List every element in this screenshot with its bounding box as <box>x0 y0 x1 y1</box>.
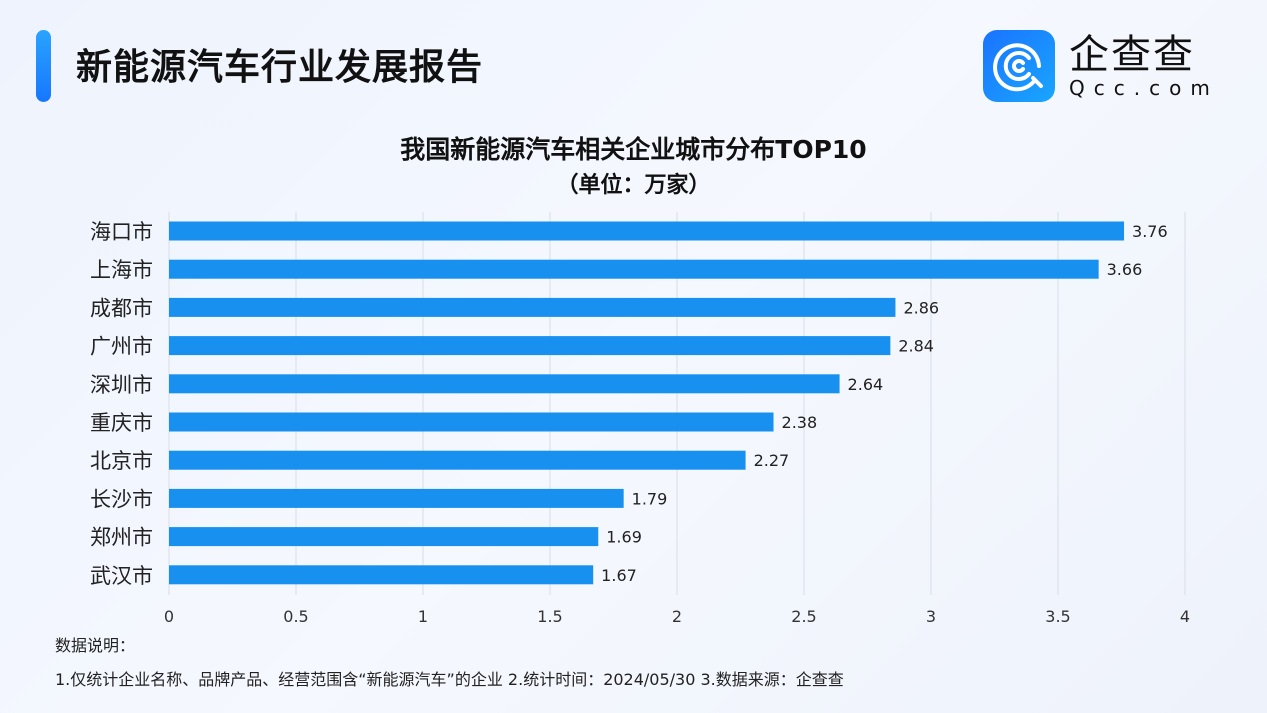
data-label: 1.69 <box>606 528 642 547</box>
data-label: 3.66 <box>1107 260 1143 279</box>
chart-subtitle: （单位：万家） <box>556 173 711 198</box>
data-label: 3.76 <box>1132 222 1168 241</box>
category-label: 深圳市 <box>90 373 153 397</box>
category-label: 重庆市 <box>90 411 153 435</box>
category-label: 成都市 <box>90 296 153 320</box>
data-label: 2.64 <box>848 375 884 394</box>
x-tick-label: 2 <box>672 607 682 626</box>
x-tick-label: 0 <box>164 607 174 626</box>
x-tick-label: 4 <box>1180 607 1190 626</box>
data-label: 1.67 <box>601 566 637 585</box>
category-label: 广州市 <box>90 335 153 359</box>
bar <box>169 374 840 394</box>
logo-cn-text: 企查查 <box>1069 32 1195 78</box>
x-tick-label: 1 <box>418 607 428 626</box>
x-tick-label: 3 <box>926 607 936 626</box>
x-tick-label: 2.5 <box>791 607 816 626</box>
bar <box>169 565 594 585</box>
data-label: 2.38 <box>782 413 818 432</box>
bar <box>169 488 624 508</box>
category-label: 长沙市 <box>90 487 153 511</box>
page-title: 新能源汽车行业发展报告 <box>76 47 484 88</box>
category-label: 上海市 <box>90 258 153 282</box>
data-label: 2.84 <box>898 337 934 356</box>
chart-title: 我国新能源汽车相关企业城市分布TOP10 <box>400 135 867 164</box>
bar <box>169 412 774 432</box>
notes-heading: 数据说明： <box>55 636 136 655</box>
qcc-logo-icon <box>983 30 1055 102</box>
x-tick-label: 3.5 <box>1045 607 1070 626</box>
x-tick-label: 0.5 <box>283 607 308 626</box>
logo-en-text: Qcc.com <box>1069 76 1219 100</box>
bar <box>169 221 1125 241</box>
bar <box>169 297 896 317</box>
data-label: 2.86 <box>903 298 939 317</box>
category-label: 郑州市 <box>90 526 153 550</box>
category-label: 北京市 <box>90 449 153 473</box>
bar <box>169 450 746 470</box>
title-accent-bar <box>36 30 51 102</box>
qcc-logo: 企查查 Qcc.com <box>983 30 1219 102</box>
data-label: 1.79 <box>632 489 668 508</box>
data-label: 2.27 <box>754 451 790 470</box>
category-label: 海口市 <box>90 220 153 244</box>
notes-text: 1.仅统计企业名称、品牌产品、经营范围含“新能源汽车”的企业 2.统计时间：20… <box>55 670 844 689</box>
bar <box>169 259 1099 279</box>
bar <box>169 527 599 547</box>
x-tick-label: 1.5 <box>537 607 562 626</box>
category-label: 武汉市 <box>90 564 153 588</box>
bar <box>169 336 891 356</box>
